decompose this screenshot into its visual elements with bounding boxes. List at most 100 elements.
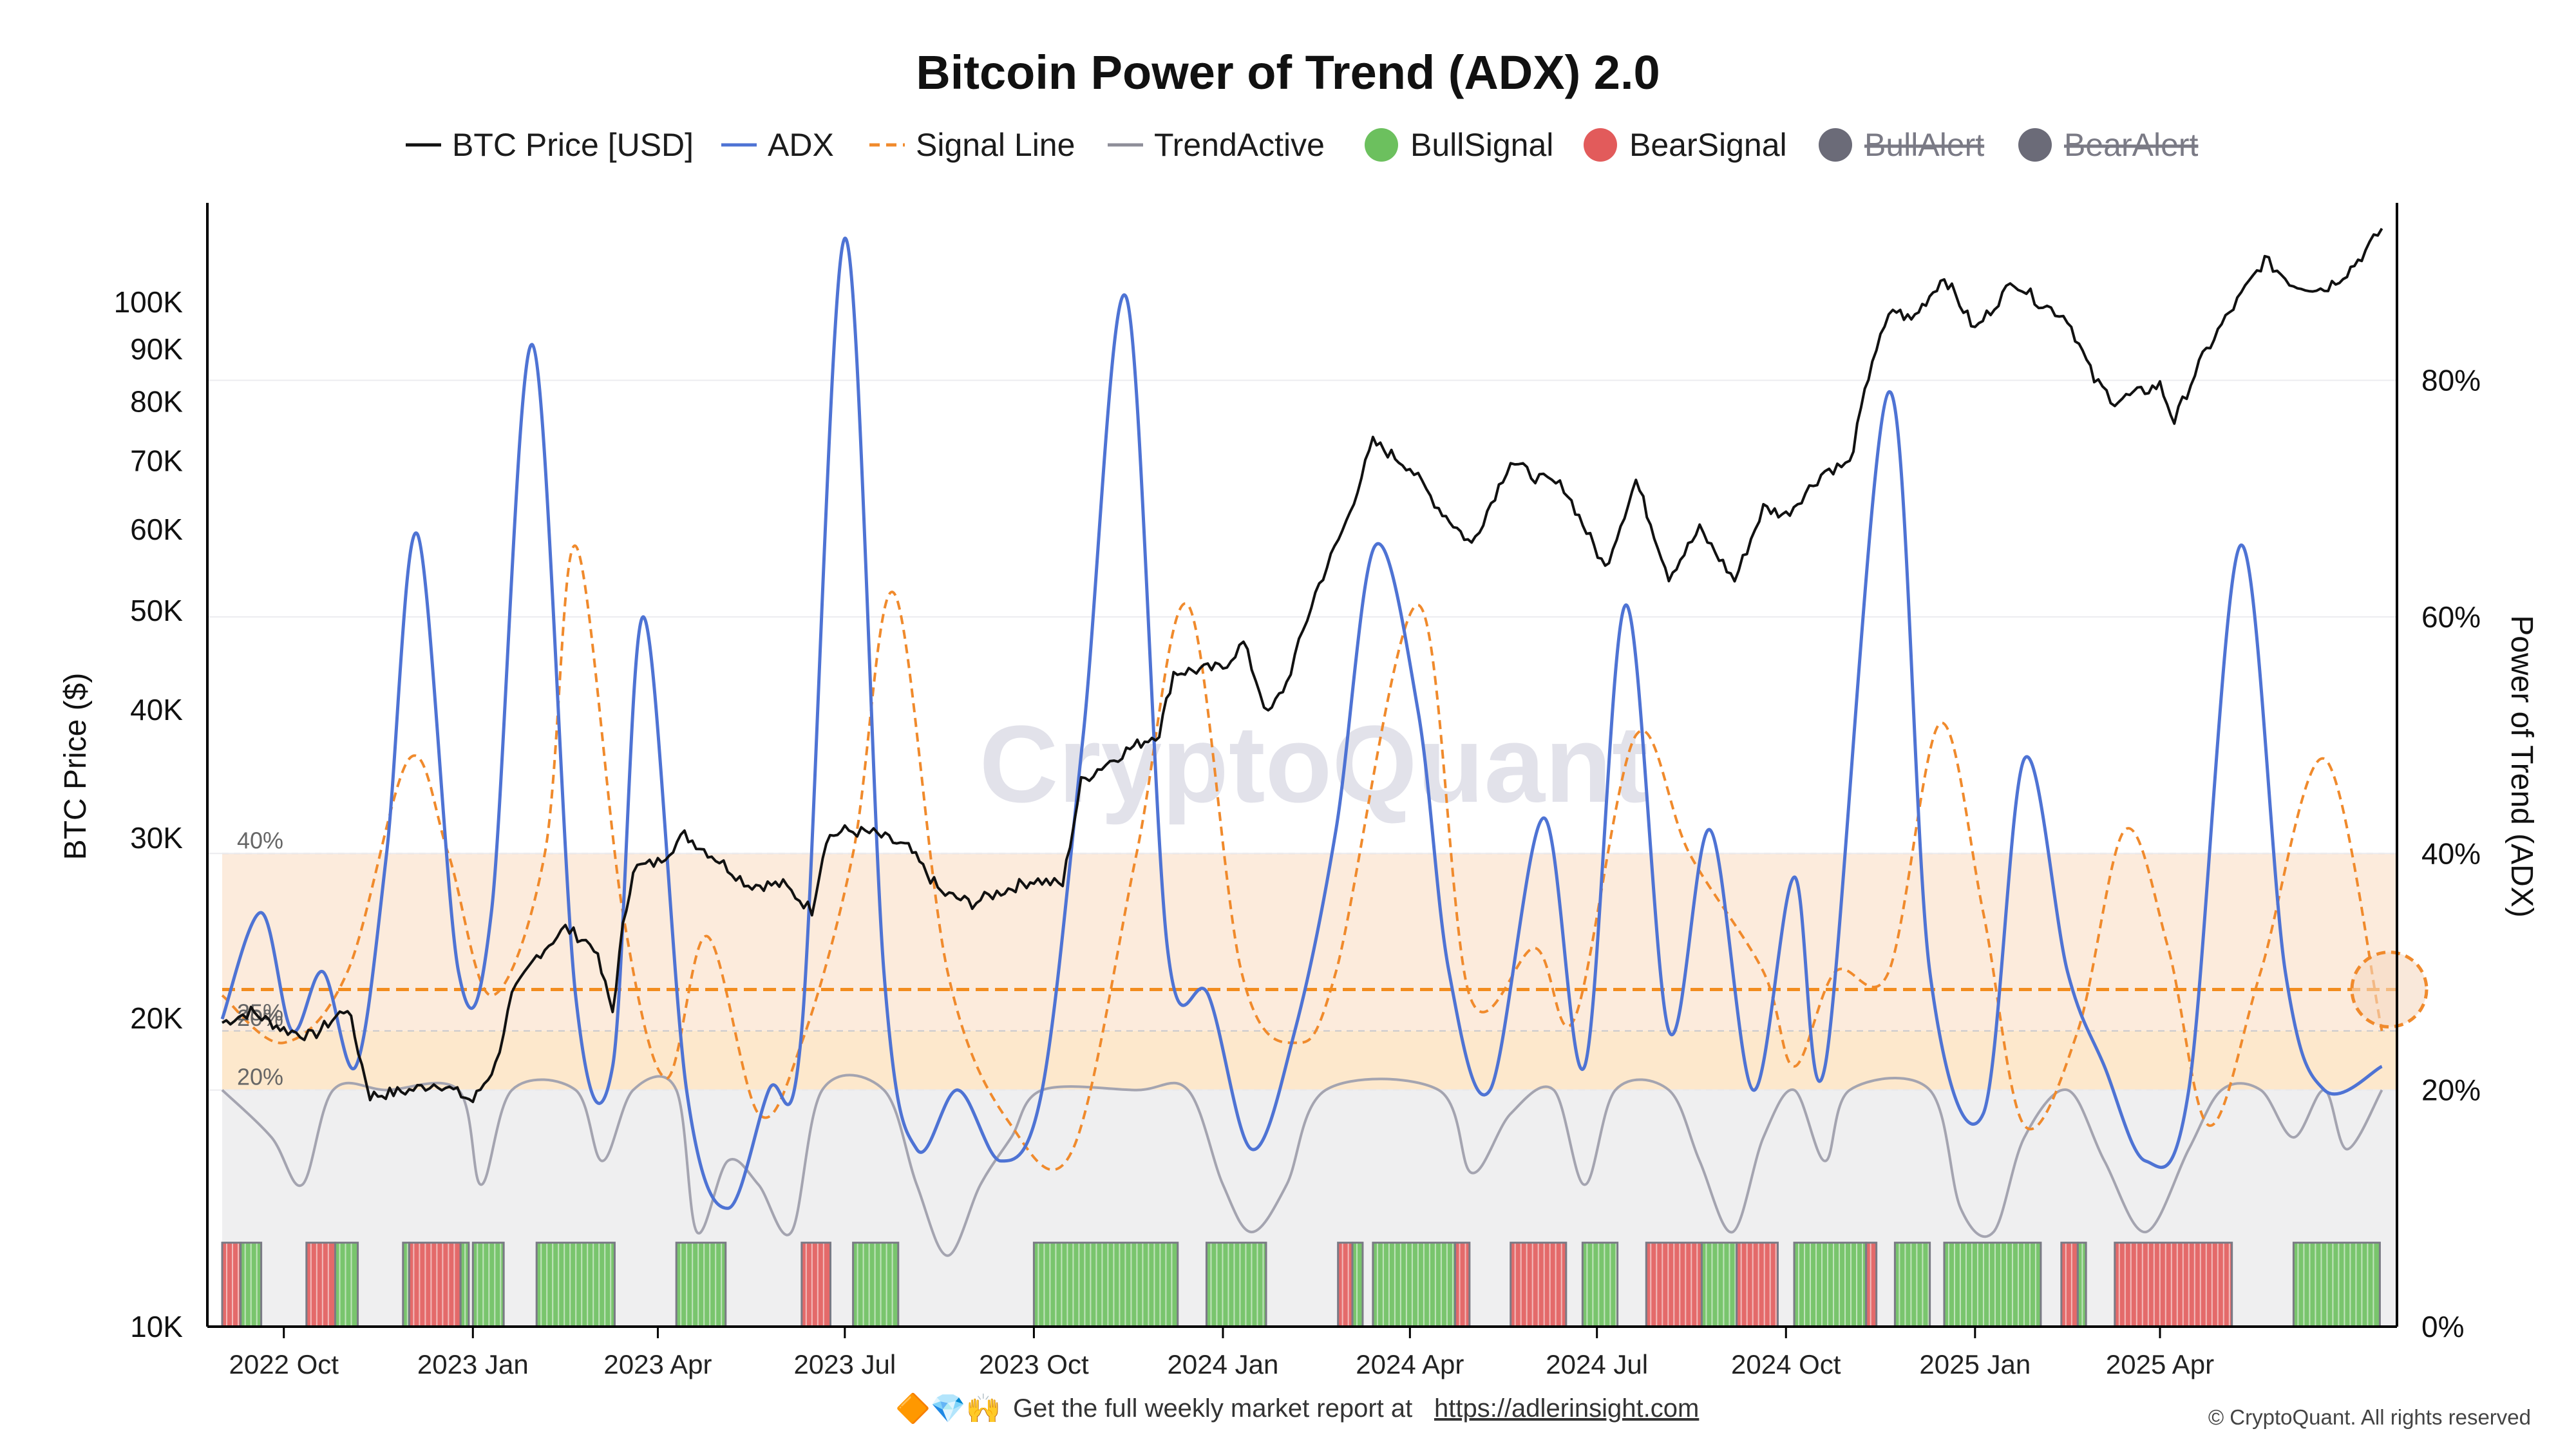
x-tick-label: 2023 Jan [417, 1349, 529, 1379]
bull-signal-bar [1201, 1242, 1271, 1328]
trend-active-series [221, 1074, 2383, 1257]
legend-label: ADX [768, 127, 834, 163]
bull-signal-bar [1789, 1242, 1871, 1328]
left-tick-label: 30K [130, 821, 183, 855]
left-axis-label: BTC Price ($) [59, 673, 93, 860]
axes [206, 203, 2398, 1328]
adx-series [220, 236, 2383, 1210]
left-tick-label: 10K [130, 1310, 183, 1343]
bull-signal-bar [1938, 1242, 2046, 1328]
right-axis-ticks: 0% 20% 40% 60% 80% [2421, 364, 2481, 1343]
bull-signal-fill [676, 1242, 726, 1327]
zone-label: 20% [237, 1064, 283, 1090]
bull-signal-bar [1367, 1242, 1461, 1328]
right-axis-label: Power of Trend (ADX) [2505, 615, 2539, 918]
legend-item-adx: ADX [721, 127, 834, 163]
bear-signal-bar [796, 1242, 836, 1328]
bull-signal-fill [1895, 1242, 1930, 1327]
bear-signal-bar [1731, 1242, 1783, 1328]
right-tick-label: 80% [2421, 364, 2481, 397]
legend-label: TrendActive [1154, 127, 1325, 163]
left-tick-label: 90K [130, 332, 183, 366]
bull-signal-fill [1944, 1242, 2041, 1327]
left-tick-label: 60K [130, 513, 183, 546]
x-tick-label: 2025 Apr [2106, 1349, 2214, 1379]
bear-signal-fill [1736, 1242, 1778, 1327]
left-tick-label: 50K [130, 594, 183, 627]
bull-signal-bar [1889, 1242, 1935, 1328]
x-axis-ticks: 2022 Oct 2023 Jan 2023 Apr 2023 Jul 2023 Oct… [229, 1327, 2214, 1379]
bull-signal-fill [853, 1242, 898, 1327]
legend-label: BearSignal [1629, 127, 1787, 163]
legend-swatch [1819, 128, 1852, 162]
bull-signal-fill [335, 1242, 358, 1327]
bull-signal-bar [1696, 1242, 1742, 1328]
x-tick-label: 2024 Jan [1168, 1349, 1279, 1379]
trend-active-line [221, 1074, 2383, 1257]
bear-signal-fill [222, 1242, 241, 1327]
left-tick-label: 20K [130, 1001, 183, 1035]
btc-price-line [221, 227, 2383, 1103]
bull-signal-bar [330, 1242, 363, 1328]
bull-signal-fill [1794, 1242, 1866, 1327]
x-tick-label: 2024 Oct [1731, 1349, 1841, 1379]
bull-signal-fill [1582, 1242, 1618, 1327]
left-tick-label: 100K [114, 285, 184, 319]
bear-signal-bar [1505, 1242, 1571, 1328]
left-tick-label: 40K [130, 693, 183, 726]
legend: BTC Price [USD] ADX Signal Line TrendActive… [406, 127, 2199, 163]
reference-line-label: 25% [237, 999, 283, 1026]
legend-item-bullsignal: BullSignal [1365, 127, 1553, 163]
price-series [221, 227, 2383, 1103]
x-tick-label: 2024 Apr [1356, 1349, 1464, 1379]
left-tick-label: 70K [130, 444, 183, 478]
adx-line [220, 236, 2383, 1210]
zone-band [222, 853, 2397, 1031]
legend-label: BullSignal [1410, 127, 1553, 163]
bull-signal-bar [848, 1242, 904, 1328]
bull-signal-fill [1372, 1242, 1455, 1327]
bull-signal-bar [1028, 1242, 1183, 1328]
footer-link[interactable]: https://adlerinsight.com [1434, 1394, 1699, 1423]
legend-label: BTC Price [USD] [452, 127, 694, 163]
last-value-marker-circle [2350, 951, 2429, 1028]
legend-label: BullAlert [1864, 127, 1984, 163]
bear-signal-fill [1455, 1242, 1470, 1327]
left-tick-label: 80K [130, 384, 183, 418]
legend-item-trendactive: TrendActive [1108, 127, 1325, 163]
bear-signal-bar [2109, 1242, 2237, 1328]
bear-signal-bar [1641, 1242, 1707, 1328]
right-tick-label: 40% [2421, 837, 2481, 870]
legend-item-bearalert: BearAlert [2018, 127, 2199, 163]
bull-signal-fill [402, 1242, 410, 1327]
grid-lines [207, 379, 2397, 1091]
right-tick-label: 20% [2421, 1074, 2481, 1107]
bull-signal-bar [1577, 1242, 1623, 1328]
x-tick-label: 2024 Jul [1546, 1349, 1648, 1379]
bull-signal-fill [2293, 1242, 2380, 1327]
bear-signal-bar [404, 1242, 466, 1328]
legend-swatch [1584, 128, 1617, 162]
bear-signal-bar [2056, 1242, 2083, 1328]
legend-label: BearAlert [2064, 127, 2199, 163]
bull-signal-bar [235, 1242, 267, 1328]
x-tick-label: 2023 Oct [979, 1349, 1089, 1379]
footer: 🔶💎🙌 Get the full weekly market report at… [895, 1392, 2531, 1429]
x-tick-label: 2025 Jan [1919, 1349, 2031, 1379]
legend-swatch [2018, 128, 2052, 162]
reference-line: 25% [222, 988, 2397, 1026]
legend-item-btc-price-usd-: BTC Price [USD] [406, 127, 694, 163]
bear-signal-fill [1338, 1242, 1352, 1327]
footer-emojis: 🔶💎🙌 [895, 1392, 1001, 1425]
copyright: © CryptoQuant. All rights reserved [2208, 1405, 2531, 1429]
bull-signal-bar [2288, 1242, 2385, 1328]
legend-item-signal-line: Signal Line [869, 127, 1075, 163]
bull-signal-bar [468, 1242, 509, 1328]
x-tick-label: 2023 Jul [793, 1349, 896, 1379]
legend-item-bearsignal: BearSignal [1584, 127, 1787, 163]
right-tick-label: 0% [2421, 1310, 2464, 1343]
chart-title: Bitcoin Power of Trend (ADX) 2.0 [916, 46, 1660, 99]
legend-swatch [1365, 128, 1398, 162]
right-tick-label: 60% [2421, 600, 2481, 634]
bull-signal-bar [671, 1242, 731, 1328]
